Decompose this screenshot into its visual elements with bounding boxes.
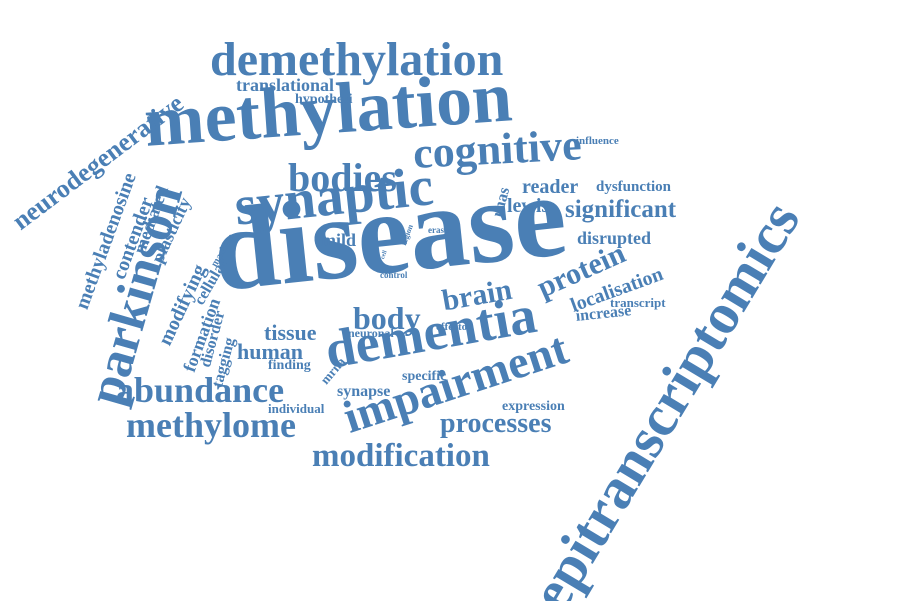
word-demethylation: demethylation xyxy=(210,33,504,86)
word-mild: mild xyxy=(321,230,357,250)
word-neuronal: neuronal xyxy=(348,326,394,340)
word-synapse: synapse xyxy=(337,383,391,400)
word-disrupted: disrupted xyxy=(577,228,652,248)
word-human: human xyxy=(237,339,304,364)
word-reader: reader xyxy=(522,176,579,198)
word-specific: specific xyxy=(402,369,447,384)
word-lewis: lewis xyxy=(507,195,550,217)
word-body: body xyxy=(353,300,421,336)
word-eraser: eraser xyxy=(428,225,452,235)
word-modification: modification xyxy=(312,438,490,474)
word-abundance: abundance xyxy=(116,370,285,410)
word-finding: finding xyxy=(268,358,311,373)
word-effector: effector xyxy=(436,321,473,333)
word-expression: expression xyxy=(502,399,565,414)
word-bodies: bodies xyxy=(288,155,397,200)
word-translational: translational xyxy=(236,75,335,95)
word-increase: increase xyxy=(574,302,633,325)
word-processes: processes xyxy=(440,408,552,439)
word-tissue: tissue xyxy=(264,320,317,345)
word-significant: significant xyxy=(565,196,677,223)
word-hypothesi: hypothesi xyxy=(295,92,353,107)
word-methylome: methylome xyxy=(126,405,296,445)
word-individual: individual xyxy=(268,401,325,416)
word-dysfunction: dysfunction xyxy=(596,179,672,195)
word-cognitive: cognitive xyxy=(411,120,583,178)
word-control: control xyxy=(380,270,408,280)
word-influence: influence xyxy=(576,135,619,147)
word-transcript: transcript xyxy=(610,295,666,310)
